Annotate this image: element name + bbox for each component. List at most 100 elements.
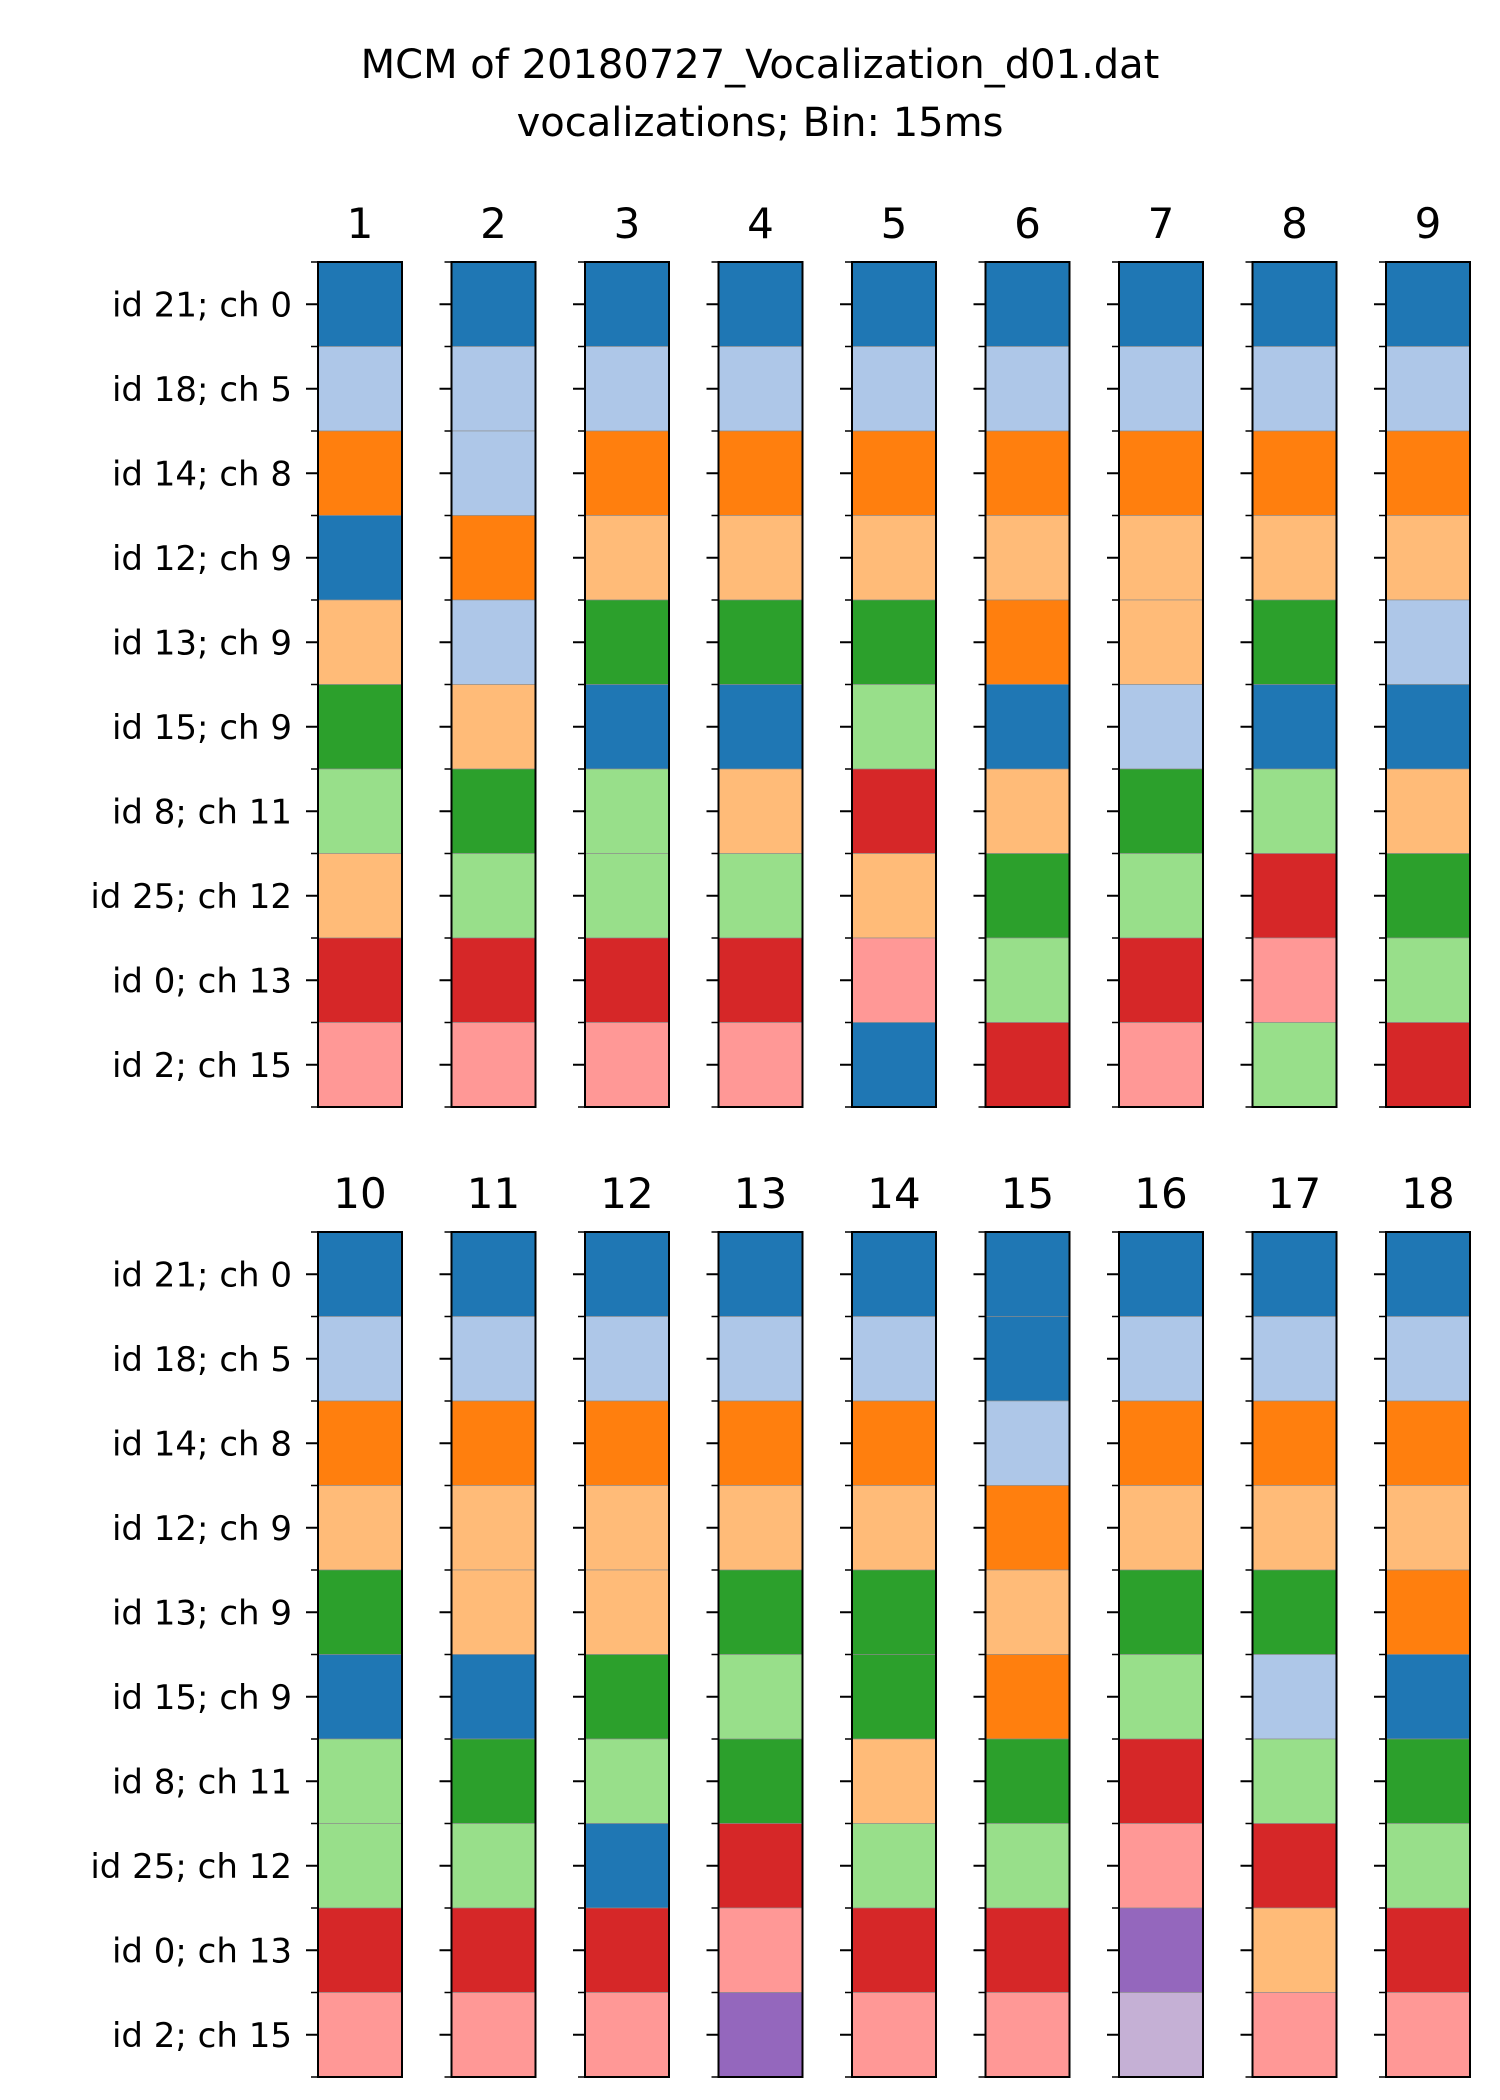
heatmap-cell: [985, 1316, 1070, 1402]
heatmap-cell: [851, 1485, 937, 1571]
heatmap-cell: [985, 1907, 1070, 1993]
heatmap-cell: [317, 1400, 403, 1486]
heatmap-cell: [317, 937, 403, 1023]
heatmap-cell: [985, 1654, 1070, 1740]
heatmap-cell: [1385, 1022, 1471, 1108]
column-label: 3: [614, 199, 641, 248]
heatmap-cell: [1118, 1823, 1204, 1909]
heatmap-cell: [584, 768, 670, 854]
column-frame: [1385, 261, 1471, 1108]
heatmap-cell: [451, 1823, 536, 1909]
heatmap-cell: [1252, 1823, 1337, 1909]
heatmap-cell: [317, 1823, 403, 1909]
heatmap-cell: [451, 937, 536, 1023]
column-label: 8: [1281, 199, 1308, 248]
heatmap-cell: [451, 515, 536, 601]
column-label: 2: [480, 199, 507, 248]
heatmap-cell: [317, 1485, 403, 1571]
heatmap-cell: [851, 853, 937, 939]
heatmap-cell: [851, 1316, 937, 1402]
column-frame: [450, 261, 537, 1108]
heatmap-cell: [1118, 1485, 1204, 1571]
heatmap-cell: [1385, 1400, 1471, 1486]
heatmap-cell: [317, 684, 403, 770]
row-label: id 8; ch 11: [112, 792, 292, 832]
heatmap-cell: [451, 853, 536, 939]
heatmap-cell: [584, 261, 670, 347]
heatmap-cell: [317, 261, 403, 347]
column-frame: [317, 1231, 403, 2078]
heatmap-cell: [985, 1231, 1070, 1317]
heatmap-cell: [451, 599, 536, 685]
row-label: id 13; ch 9: [112, 1593, 292, 1633]
column-frame: [717, 261, 804, 1108]
heatmap-cell: [317, 1654, 403, 1740]
column-label: 6: [1014, 199, 1041, 248]
heatmap-cell: [1118, 684, 1204, 770]
row-label: id 12; ch 9: [112, 539, 292, 579]
heatmap-cell: [1252, 937, 1337, 1023]
heatmap-cell: [584, 515, 670, 601]
heatmap-cell: [584, 1738, 670, 1824]
heatmap-cell: [451, 261, 536, 347]
heatmap-cell: [718, 346, 803, 432]
heatmap-cell: [1118, 599, 1204, 685]
column-frame: [1385, 1231, 1471, 2078]
heatmap-cell: [718, 515, 803, 601]
heatmap-cell: [1385, 1738, 1471, 1824]
heatmap-cell: [851, 599, 937, 685]
heatmap-cell: [851, 1738, 937, 1824]
heatmap-cell: [1118, 1569, 1204, 1655]
row-label: id 8; ch 11: [112, 1762, 292, 1802]
heatmap-cell: [1252, 1485, 1337, 1571]
heatmap-cell: [1385, 1654, 1471, 1740]
row-label: id 0; ch 13: [112, 1931, 292, 1971]
heatmap-cell: [451, 1654, 536, 1740]
heatmap-cell: [1118, 1316, 1204, 1402]
heatmap-cell: [985, 1569, 1070, 1655]
heatmap-cell: [317, 1231, 403, 1317]
heatmap-cell: [718, 430, 803, 516]
heatmap-cell: [1385, 684, 1471, 770]
heatmap-cell: [584, 1654, 670, 1740]
column-frame: [1118, 261, 1204, 1108]
heatmap-cell: [451, 684, 536, 770]
column-label: 10: [333, 1169, 386, 1218]
heatmap-cell: [851, 346, 937, 432]
heatmap-cell: [317, 515, 403, 601]
heatmap-cell: [1118, 768, 1204, 854]
heatmap-cell: [851, 684, 937, 770]
heatmap-cell: [1118, 515, 1204, 601]
heatmap-cell: [584, 1907, 670, 1993]
row-label: id 15; ch 9: [112, 1678, 292, 1718]
heatmap-cell: [1118, 937, 1204, 1023]
row-label: id 18; ch 5: [112, 370, 292, 410]
heatmap-cell: [718, 1485, 803, 1571]
heatmap-cell: [451, 346, 536, 432]
heatmap-cell: [584, 1022, 670, 1108]
heatmap-cell: [317, 1569, 403, 1655]
heatmap-cell: [317, 430, 403, 516]
heatmap-cell: [985, 1485, 1070, 1571]
heatmap-cell: [985, 1823, 1070, 1909]
heatmap-cell: [1252, 1569, 1337, 1655]
heatmap-cell: [718, 1738, 803, 1824]
heatmap-cell: [317, 1992, 403, 2078]
heatmap-cell: [317, 599, 403, 685]
heatmap-cell: [1385, 261, 1471, 347]
heatmap-cell: [1118, 853, 1204, 939]
row-label: id 25; ch 12: [90, 1847, 292, 1887]
heatmap-cell: [1118, 261, 1204, 347]
heatmap-cell: [1252, 768, 1337, 854]
heatmap-cell: [1385, 515, 1471, 601]
heatmap-cell: [584, 937, 670, 1023]
heatmap-cell: [718, 1654, 803, 1740]
heatmap-cell: [1252, 1992, 1337, 2078]
heatmap-cell: [851, 1022, 937, 1108]
column-frame: [1251, 1231, 1338, 2078]
heatmap-cell: [985, 937, 1070, 1023]
heatmap-cell: [985, 768, 1070, 854]
column-frame: [317, 261, 403, 1108]
heatmap-cell: [317, 1316, 403, 1402]
heatmap-cell: [985, 515, 1070, 601]
